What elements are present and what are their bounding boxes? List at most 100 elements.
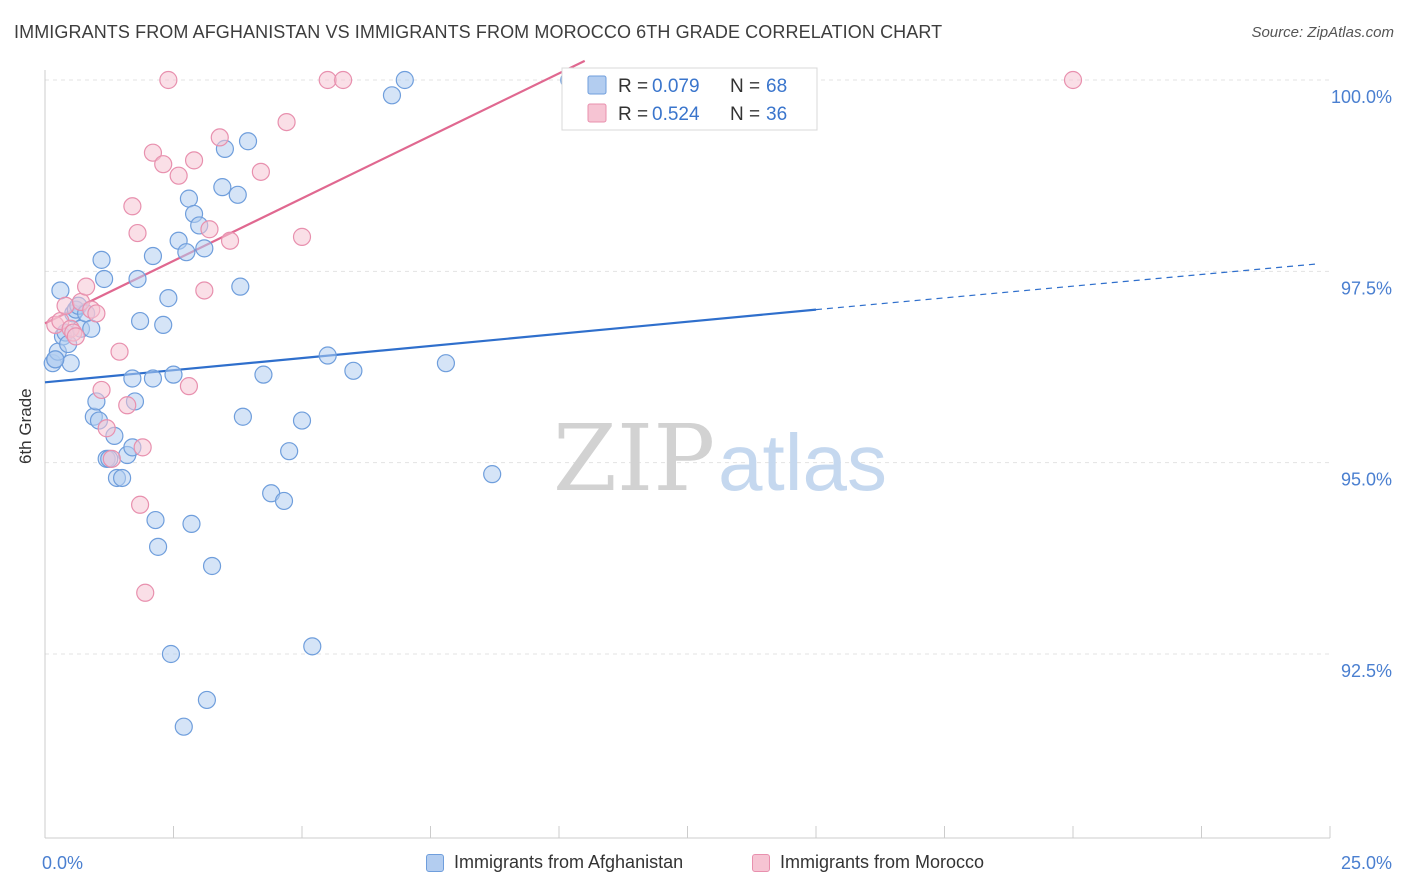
x-tick-label: 0.0%: [42, 853, 83, 873]
point-afghanistan: [238, 132, 258, 151]
legend-label-morocco: Immigrants from Morocco: [780, 852, 985, 872]
point-morocco: [159, 70, 178, 90]
point-morocco: [102, 449, 121, 468]
point-morocco: [128, 223, 147, 243]
tick-labels: 100.0% 97.5% 95.0% 92.5% 0.0% 25.0%: [42, 87, 1392, 873]
point-afghanistan: [46, 350, 65, 369]
point-afghanistan: [51, 281, 70, 300]
point-morocco: [136, 583, 155, 602]
legend-swatch-pink: [752, 853, 770, 872]
point-afghanistan: [82, 319, 101, 338]
point-morocco: [97, 419, 116, 438]
watermark: ZIP atlas: [553, 405, 887, 512]
data-points: [43, 70, 1083, 736]
point-afghanistan: [130, 311, 150, 331]
point-morocco: [292, 227, 312, 246]
legend-swatch-blue: [426, 853, 444, 872]
point-morocco: [130, 495, 150, 514]
x-tick-label: 25.0%: [1341, 853, 1392, 873]
point-afghanistan: [195, 239, 214, 258]
point-morocco: [66, 327, 85, 346]
point-morocco: [110, 342, 129, 361]
point-morocco: [87, 304, 106, 323]
axes: [44, 70, 1331, 839]
point-afghanistan: [123, 369, 142, 388]
point-afghanistan: [182, 514, 201, 533]
y-tick-label: 97.5%: [1341, 278, 1392, 298]
point-morocco: [195, 281, 214, 300]
y-tick-label: 95.0%: [1341, 470, 1392, 490]
point-afghanistan: [233, 407, 252, 426]
point-morocco: [220, 231, 240, 250]
stats-n-value-pink: 36: [766, 104, 787, 125]
point-afghanistan: [128, 269, 147, 289]
point-morocco: [143, 143, 163, 162]
gridlines: [45, 79, 1330, 655]
point-morocco: [77, 277, 96, 296]
point-morocco: [179, 377, 199, 396]
point-morocco: [92, 380, 111, 400]
point-morocco: [334, 70, 353, 90]
point-afghanistan: [436, 354, 456, 373]
trend-line-afghanistan-extension: [815, 263, 1320, 311]
point-afghanistan: [159, 289, 178, 308]
point-afghanistan: [161, 644, 181, 664]
point-afghanistan: [154, 315, 173, 335]
stats-n-value-blue: 68: [766, 76, 787, 97]
point-morocco: [1063, 70, 1083, 90]
stats-r-value-pink: 0.524: [652, 104, 700, 125]
point-morocco: [184, 151, 204, 170]
point-morocco: [154, 155, 173, 174]
point-afghanistan: [143, 369, 163, 388]
point-afghanistan: [164, 365, 183, 384]
stats-legend: R = 0.079 N = 68 R = 0.524 N = 36: [561, 67, 818, 131]
point-afghanistan: [231, 277, 250, 296]
point-morocco: [123, 197, 142, 216]
point-afghanistan: [197, 690, 217, 710]
y-tick-label: 100.0%: [1331, 87, 1392, 107]
point-afghanistan: [395, 70, 414, 90]
point-morocco: [318, 70, 337, 90]
point-afghanistan: [179, 189, 199, 208]
point-afghanistan: [382, 86, 402, 105]
point-afghanistan: [254, 365, 273, 384]
watermark-zip: ZIP: [553, 405, 715, 512]
point-morocco: [200, 220, 219, 239]
point-afghanistan: [143, 246, 163, 266]
trend-line-morocco: [44, 59, 586, 325]
point-afghanistan: [292, 411, 312, 430]
point-morocco: [210, 128, 229, 147]
stats-r-label-pink: R =: [618, 104, 648, 125]
point-afghanistan: [318, 346, 337, 365]
point-morocco: [277, 112, 296, 132]
watermark-atlas: atlas: [718, 418, 887, 507]
chart-title: IMMIGRANTS FROM AFGHANISTAN VS IMMIGRANT…: [14, 22, 943, 42]
point-afghanistan: [202, 556, 222, 576]
point-afghanistan: [92, 250, 111, 269]
point-morocco: [56, 296, 75, 315]
point-afghanistan: [61, 354, 80, 373]
stats-legend-swatch-blue: [587, 75, 607, 95]
point-afghanistan: [112, 468, 132, 488]
point-afghanistan: [174, 717, 193, 736]
legend-item-afghanistan: Immigrants from Afghanistan: [426, 852, 683, 873]
stats-n-label-blue: N =: [730, 76, 760, 97]
point-morocco: [169, 166, 188, 185]
point-morocco: [118, 396, 137, 415]
point-afghanistan: [228, 185, 247, 204]
point-morocco: [251, 162, 270, 181]
point-afghanistan: [344, 361, 363, 380]
point-afghanistan: [483, 465, 502, 484]
point-morocco: [133, 438, 152, 457]
point-afghanistan: [303, 637, 322, 656]
stats-n-label-pink: N =: [730, 104, 760, 125]
point-afghanistan: [274, 491, 294, 511]
stats-r-value-blue: 0.079: [652, 76, 700, 97]
point-afghanistan: [148, 537, 168, 556]
source-label: Source: ZipAtlas.com: [1251, 24, 1394, 41]
point-afghanistan: [95, 269, 114, 289]
point-afghanistan: [280, 442, 299, 461]
legend-item-morocco: Immigrants from Morocco: [752, 852, 984, 873]
stats-r-label-blue: R =: [618, 76, 648, 97]
